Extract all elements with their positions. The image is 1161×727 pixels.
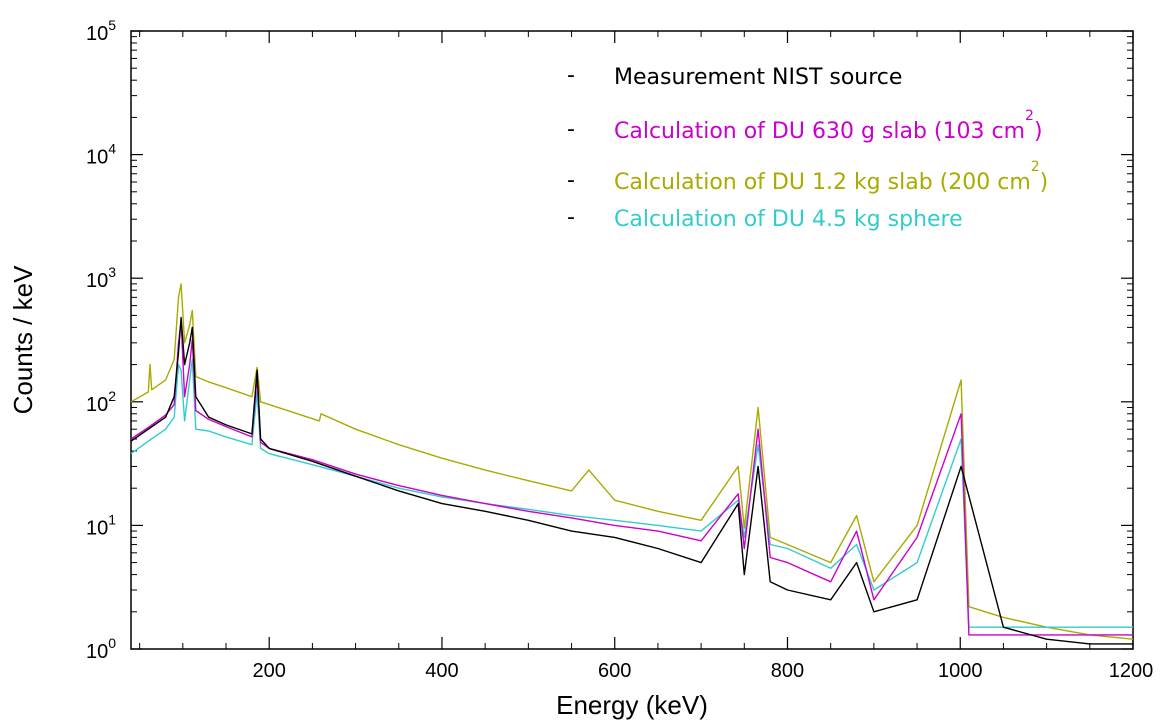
y-tick-label: 101 <box>86 511 116 539</box>
y-tick-label: 105 <box>86 17 116 45</box>
x-axis-ticks: 200 400 600 800 1000 1200 <box>253 31 1154 682</box>
series-line-1 <box>130 316 1133 645</box>
series-line-2 <box>130 320 1133 636</box>
legend-marker: - <box>567 63 575 88</box>
series-lines <box>130 283 1134 645</box>
y-tick-label: 102 <box>86 388 116 416</box>
y-tick-label: 100 <box>86 635 116 663</box>
y-axis-ticks: 100 101 102 103 104 105 <box>86 17 1133 663</box>
x-tick-label: 800 <box>771 660 804 682</box>
legend-entry: Calculation of DU 630 g slab (103 cm2) <box>614 108 1043 144</box>
x-tick-label: 400 <box>425 660 458 682</box>
legend-marker: - <box>567 168 575 193</box>
legend: - Measurement NIST source - Calculation of … <box>567 63 1048 232</box>
x-tick-label: 1000 <box>938 660 983 682</box>
x-tick-label: 1200 <box>1109 660 1154 682</box>
minor-ticks <box>131 31 1133 649</box>
y-tick-label: 103 <box>86 264 116 292</box>
legend-entry: Calculation of DU 4.5 kg sphere <box>614 207 963 232</box>
legend-entry: Calculation of DU 1.2 kg slab (200 cm2) <box>614 159 1048 195</box>
y-axis-title: Counts / keV <box>8 265 38 415</box>
series-line-3 <box>130 283 1134 640</box>
x-tick-label: 200 <box>253 660 286 682</box>
x-tick-label: 600 <box>598 660 631 682</box>
legend-entry: Measurement NIST source <box>614 65 902 90</box>
y-tick-label: 104 <box>86 141 116 169</box>
x-axis-title: Energy (keV) <box>556 690 708 720</box>
legend-marker: - <box>567 117 575 142</box>
legend-marker: - <box>567 205 575 230</box>
